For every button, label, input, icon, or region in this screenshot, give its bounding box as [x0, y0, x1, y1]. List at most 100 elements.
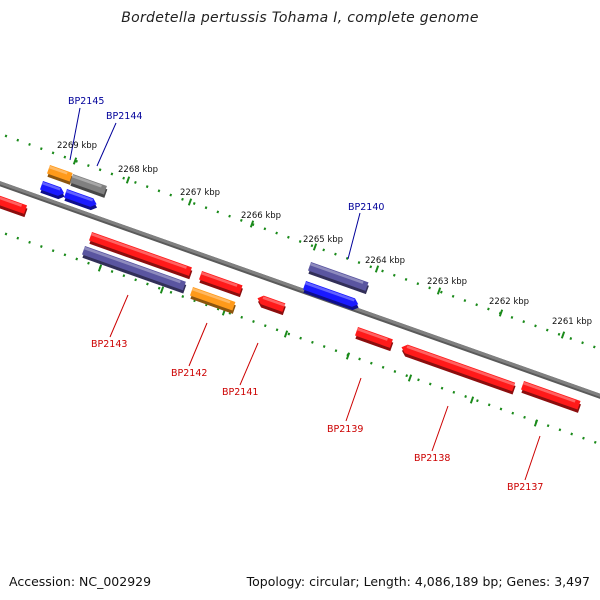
tick-dot: [206, 207, 207, 209]
gene-label: BP2140: [348, 202, 384, 213]
tick-dot: [17, 237, 18, 239]
tick-dot: [429, 287, 430, 289]
genome-backbone: [0, 181, 600, 398]
leader-line: [348, 213, 360, 259]
scale-label: 2261 kbp: [552, 317, 592, 327]
tick-dot: [418, 379, 419, 381]
gene-partial-left: [0, 194, 28, 217]
scale-label: 2268 kbp: [118, 165, 158, 175]
tick-dot: [6, 135, 7, 137]
tick-dot: [88, 262, 89, 264]
gene-label: BP2145: [68, 96, 104, 107]
tick-dot: [523, 321, 524, 323]
tick-dot: [217, 211, 218, 213]
tick-dot: [29, 241, 30, 243]
tick-dot: [547, 329, 548, 331]
tick-dot: [324, 345, 325, 347]
tick-dot: [194, 202, 195, 204]
tick-dot: [394, 274, 395, 276]
tick-dot: [182, 198, 183, 200]
major-tick: [376, 266, 378, 273]
backbone-line: [0, 181, 600, 397]
tick-dot: [406, 375, 407, 377]
tick-dot: [417, 283, 418, 285]
tick-dot: [76, 258, 77, 260]
tick-dot: [359, 261, 360, 263]
tick-dot: [112, 270, 113, 272]
tick-dot: [559, 333, 560, 335]
leader-line: [432, 406, 448, 451]
major-tick: [500, 310, 502, 317]
tick-dot: [147, 283, 148, 285]
leader-line: [70, 108, 80, 160]
major-tick: [562, 332, 564, 339]
scale-label: 2265 kbp: [303, 235, 343, 245]
gene-label: BP2143: [91, 339, 127, 350]
tick-dot: [29, 143, 30, 145]
major-tick: [251, 221, 253, 228]
scale-label: 2267 kbp: [180, 188, 220, 198]
tick-dot: [488, 308, 489, 310]
tick-dot: [595, 441, 596, 443]
major-tick: [74, 158, 76, 165]
tick-dot: [241, 316, 242, 318]
tick-dot: [6, 233, 7, 235]
tick-dot: [76, 160, 77, 162]
gene-label: BP2138: [414, 453, 450, 464]
tick-dot: [441, 291, 442, 293]
tick-dot: [100, 169, 101, 171]
scale-label: 2269 kbp: [57, 141, 97, 151]
tick-dot: [477, 400, 478, 402]
leader-line: [525, 436, 540, 480]
tick-dot: [159, 287, 160, 289]
tick-dot: [253, 320, 254, 322]
tick-dot: [347, 257, 348, 259]
scale-label: 2266 kbp: [241, 211, 281, 221]
tick-dot: [123, 275, 124, 277]
tick-dot: [548, 425, 549, 427]
tick-dot: [501, 408, 502, 410]
gene-bp2145: [46, 165, 74, 185]
tick-dot: [182, 295, 183, 297]
tick-dot: [229, 215, 230, 217]
gene-label: BP2141: [222, 387, 258, 398]
major-tick: [161, 287, 163, 294]
tick-dot: [170, 194, 171, 196]
tick-dot: [406, 278, 407, 280]
scale-label: 2264 kbp: [365, 256, 405, 266]
tick-dot: [323, 249, 324, 251]
tick-dot: [582, 342, 583, 344]
tick-dot: [476, 304, 477, 306]
tick-dot: [371, 362, 372, 364]
tick-dot: [535, 325, 536, 327]
gene-bp2138: [399, 343, 517, 395]
tick-dot: [300, 337, 301, 339]
genome-summary-text: Topology: circular; Length: 4,086,189 bp…: [247, 574, 590, 589]
gene-bp2141: [255, 294, 287, 315]
tick-dot: [300, 240, 301, 242]
gene-bp2139: [354, 327, 394, 351]
tick-dot: [512, 316, 513, 318]
tick-dot: [41, 148, 42, 150]
major-tick: [438, 288, 440, 295]
tick-dot: [464, 299, 465, 301]
tick-dot: [88, 164, 89, 166]
scale-label: 2262 kbp: [489, 297, 529, 307]
major-tick: [471, 397, 473, 404]
leader-line: [110, 295, 128, 337]
tick-dot: [17, 139, 18, 141]
tick-dot: [524, 416, 525, 418]
tick-dot: [560, 429, 561, 431]
tick-dot: [359, 358, 360, 360]
tick-dot: [383, 366, 384, 368]
gene-label: BP2137: [507, 482, 543, 493]
tick-dot: [594, 346, 595, 348]
tick-dot: [453, 295, 454, 297]
tick-dot: [123, 177, 124, 179]
tick-dot: [53, 250, 54, 252]
tick-dot: [41, 245, 42, 247]
tick-dot: [571, 433, 572, 435]
scale-label: 2263 kbp: [427, 277, 467, 287]
major-tick: [535, 420, 537, 427]
tick-dot: [335, 253, 336, 255]
